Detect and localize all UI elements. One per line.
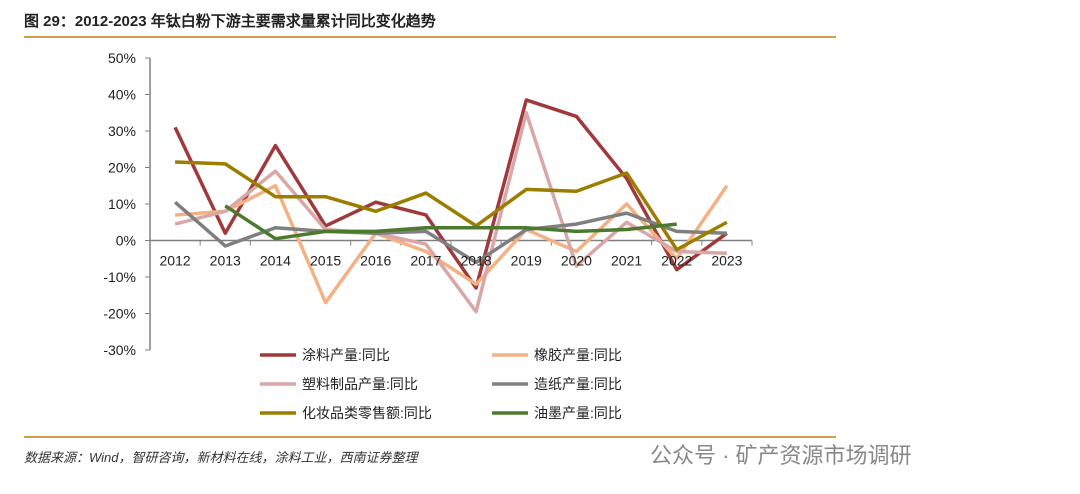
x-tick-label: 2023: [711, 253, 742, 269]
x-tick-label: 2016: [360, 253, 391, 269]
y-tick-label: -10%: [103, 269, 136, 285]
y-tick-label: 0%: [116, 233, 136, 249]
legend-label: 油墨产量:同比: [534, 405, 622, 421]
source-rule: [24, 436, 836, 438]
x-tick-label: 2017: [410, 253, 441, 269]
x-tick-label: 2015: [310, 253, 341, 269]
legend-label: 化妆品类零售额:同比: [302, 405, 432, 421]
title-rule: [24, 36, 836, 38]
x-tick-label: 2019: [511, 253, 542, 269]
y-tick-label: 50%: [108, 50, 136, 66]
legend-label: 塑料制品产量:同比: [302, 376, 418, 392]
x-tick-label: 2020: [561, 253, 592, 269]
legend-label: 涂料产量:同比: [302, 347, 390, 363]
x-tick-label: 2021: [611, 253, 642, 269]
watermark: 公众号 · 矿产资源市场调研: [650, 443, 912, 468]
source-note: 数据来源：Wind，智研咨询，新材料在线，涂料工业，西南证券整理: [24, 450, 418, 465]
series-line-5: [224, 204, 677, 241]
y-tick-label: -20%: [103, 306, 136, 322]
y-tick-label: -30%: [103, 342, 136, 358]
legend-label: 造纸产量:同比: [534, 376, 622, 392]
series-line-0: [173, 98, 728, 290]
y-tick-label: 10%: [108, 196, 136, 212]
y-tick-label: 20%: [108, 160, 136, 176]
legend-label: 橡胶产量:同比: [534, 347, 622, 363]
y-tick-label: 40%: [108, 87, 136, 103]
x-tick-label: 2022: [661, 253, 692, 269]
x-tick-label: 2012: [160, 253, 191, 269]
series-line-4: [175, 160, 728, 252]
x-tick-label: 2014: [260, 253, 291, 269]
series-line-3: [173, 200, 727, 265]
figure-title: 图 29：2012-2023 年钛白粉下游主要需求量累计同比变化趋势: [24, 13, 436, 30]
y-tick-label: 30%: [108, 123, 136, 139]
x-tick-label: 2018: [461, 253, 492, 269]
x-tick-label: 2013: [210, 253, 241, 269]
